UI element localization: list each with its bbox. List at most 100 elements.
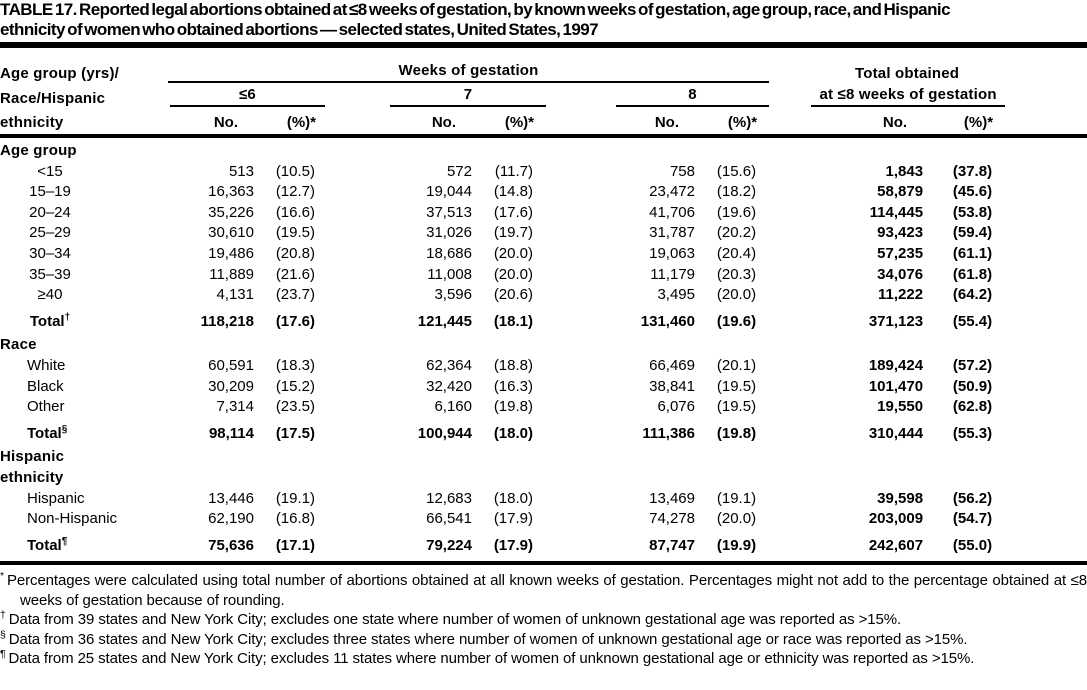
section-label: Age group <box>0 142 77 159</box>
column-header-no: No. <box>328 107 478 138</box>
cell: 19,550 <box>877 398 924 416</box>
cell: (15.6) <box>716 162 757 180</box>
column-group-weeks-of-gestation: Weeks of gestation <box>168 55 770 83</box>
cell: 13,469 <box>649 489 695 507</box>
cell: (17.6) <box>275 312 315 330</box>
row-spacer <box>1005 397 1087 418</box>
cell: 98,114 <box>208 424 254 442</box>
cell: (20.3) <box>716 265 757 283</box>
cell: (61.1) <box>952 244 993 262</box>
cell: (50.9) <box>952 377 993 395</box>
row-spacer <box>1005 530 1087 557</box>
footnote-text: Data from 39 states and New York City; e… <box>8 611 902 629</box>
section-label: Race <box>0 336 37 354</box>
cell: 60,591 <box>208 356 254 374</box>
cell: (20.2) <box>716 224 757 242</box>
cell: 41,706 <box>649 203 695 221</box>
cell: (18.1) <box>493 312 533 330</box>
cell: (23.5) <box>275 398 315 416</box>
cell: (12.7) <box>275 183 315 201</box>
cell: (18.8) <box>493 356 533 374</box>
cell: (17.5) <box>275 424 315 442</box>
cell: 57,235 <box>877 244 924 262</box>
cell: 7,314 <box>216 398 254 416</box>
cell: 513 <box>228 162 254 180</box>
cell: 39,598 <box>877 489 924 507</box>
table-row: ≥40 4,131 (23.7) 3,596 (20.6) 3,495 (20.0) 11,2… <box>0 285 1087 306</box>
cell: 11,179 <box>650 265 695 283</box>
table-row: Total§ 98,114 (17.5) 100,944 (18.0) 111,386 (1… <box>0 418 1087 445</box>
footnote-marker: * <box>0 570 4 583</box>
table-row: Total† 118,218 (17.6) 121,445 (18.1) 131,460 (… <box>0 306 1087 333</box>
cell: 37,513 <box>426 203 472 221</box>
cell: (16.8) <box>275 510 315 528</box>
column-header-pct: (%)* <box>701 107 770 138</box>
cell: 19,486 <box>208 244 254 262</box>
cell: 34,076 <box>877 265 924 283</box>
cell: (15.2) <box>275 377 315 395</box>
footnote-marker: ¶ <box>61 535 68 547</box>
cell: 16,363 <box>208 183 254 201</box>
cell: (62.8) <box>952 398 993 416</box>
header-spacer <box>1005 55 1087 82</box>
table-row: Hispanic 13,446 (19.1) 12,683 (18.0) 13,469 (1… <box>0 489 1087 510</box>
cell: 114,445 <box>869 203 924 221</box>
row-spacer <box>1005 489 1087 510</box>
row-label: 35–39 <box>29 265 71 283</box>
row-label: 30–34 <box>29 244 71 262</box>
cell: 3,495 <box>657 286 695 304</box>
cell: 87,747 <box>649 536 695 554</box>
cell: 203,009 <box>868 510 924 528</box>
stub-header-line3: ethnicity <box>0 107 168 138</box>
cell: 6,076 <box>657 398 695 416</box>
cell: 30,610 <box>208 224 254 242</box>
row-label: Black <box>27 377 64 395</box>
cell: (19.7) <box>493 224 533 242</box>
row-spacer <box>1005 203 1087 224</box>
cell: 23,472 <box>649 183 695 201</box>
table-row: White 60,591 (18.3) 62,364 (18.8) 66,469 (20.1… <box>0 356 1087 377</box>
cell: (19.9) <box>716 536 757 554</box>
table-row: 35–39 11,889 (21.6) 11,008 (20.0) 11,179 (20.3… <box>0 265 1087 286</box>
cell: 19,044 <box>426 183 472 201</box>
row-label: Total¶ <box>27 535 68 554</box>
footnote-marker: ¶ <box>0 647 6 660</box>
cell: (20.6) <box>493 286 533 304</box>
row-label: 25–29 <box>29 224 71 242</box>
cell: 13,446 <box>208 489 254 507</box>
column-group-7: 7 <box>328 82 546 107</box>
cell: 62,364 <box>426 356 472 374</box>
section-label: ethnicity <box>0 468 64 486</box>
section-header-row: Age group <box>0 136 1087 162</box>
footnotes: * Percentages were calculated using total… <box>0 571 1087 668</box>
footnote-text: Data from 36 states and New York City; e… <box>8 630 968 648</box>
column-group-total-line2: at ≤8 weeks of gestation <box>769 82 1006 107</box>
cell: 11,222 <box>878 286 924 304</box>
row-spacer <box>1005 285 1087 306</box>
cell: (19.5) <box>275 224 315 242</box>
table-row: Non-Hispanic 62,190 (16.8) 66,541 (17.9) 74,2… <box>0 509 1087 530</box>
cell: (18.2) <box>716 183 757 201</box>
cell: (20.8) <box>275 244 315 262</box>
footnote: § Data from 36 states and New York City; … <box>0 629 1087 649</box>
cell: 62,190 <box>208 510 254 528</box>
footnote-marker: † <box>0 609 6 622</box>
row-spacer <box>1005 244 1087 265</box>
cell: (59.4) <box>952 224 993 242</box>
table-title-line1: TABLE 17. Reported legal abortions obtai… <box>0 0 951 19</box>
cell: (16.6) <box>275 203 315 221</box>
column-group-8: 8 <box>546 82 770 107</box>
footnote-text: Percentages were calculated using total … <box>7 572 1087 609</box>
column-header-no: No. <box>769 107 930 138</box>
footnote-marker: § <box>61 423 68 435</box>
cell: (19.1) <box>275 489 315 507</box>
cell: 93,423 <box>877 224 924 242</box>
cell: (19.8) <box>716 424 757 442</box>
cell: (17.9) <box>493 536 533 554</box>
column-group-total-line1: Total obtained <box>854 65 960 82</box>
column-header-no: No. <box>546 107 701 138</box>
cell: (64.2) <box>952 286 993 304</box>
column-header-pct: (%)* <box>478 107 546 138</box>
row-spacer <box>1005 306 1087 333</box>
cell: 31,026 <box>426 224 472 242</box>
